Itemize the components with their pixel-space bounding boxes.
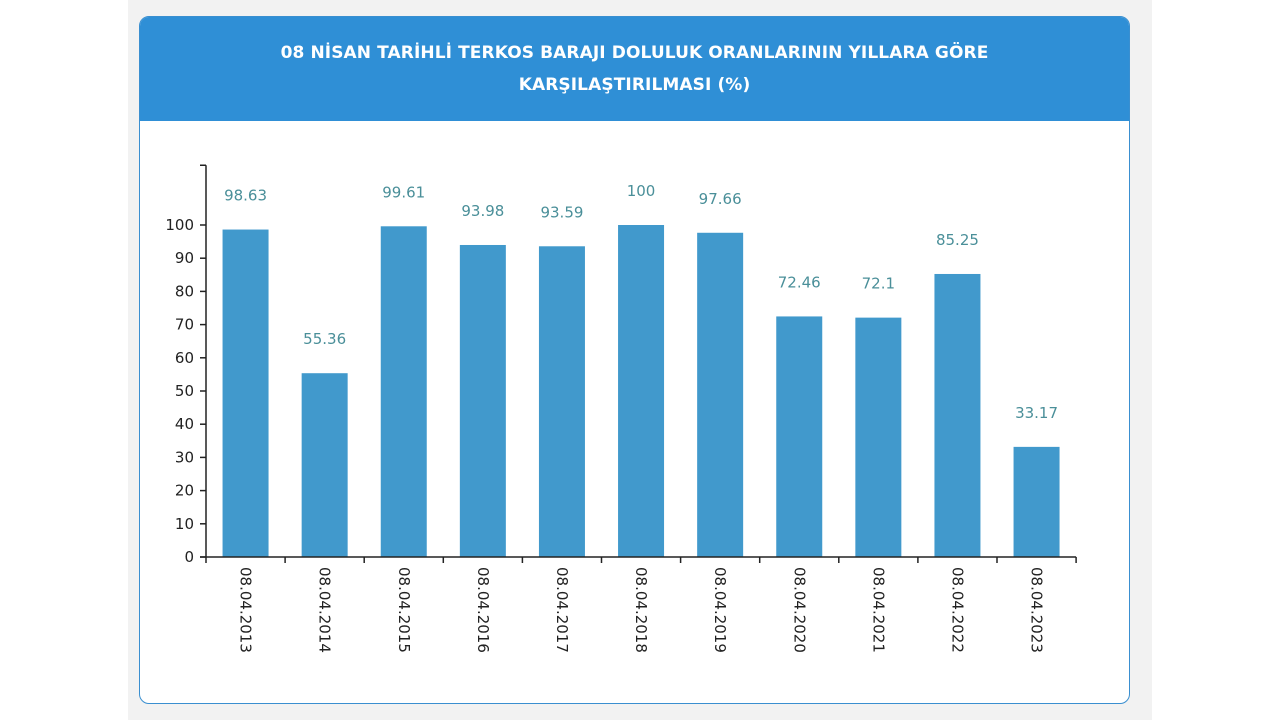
data-label: 98.63 bbox=[224, 187, 267, 205]
bar bbox=[697, 232, 744, 557]
y-tick-label: 90 bbox=[175, 249, 194, 267]
bar bbox=[380, 226, 427, 557]
data-label: 55.36 bbox=[303, 330, 346, 348]
bar bbox=[1013, 446, 1060, 557]
data-label: 33.17 bbox=[1015, 404, 1058, 422]
data-label: 93.59 bbox=[540, 203, 583, 221]
y-tick-label: 80 bbox=[175, 282, 194, 300]
x-tick-label: 08.04.2022 bbox=[948, 567, 966, 653]
y-tick-label: 20 bbox=[175, 482, 194, 500]
bar bbox=[222, 229, 269, 557]
x-tick-label: 08.04.2020 bbox=[790, 567, 808, 653]
x-tick-label: 08.04.2015 bbox=[395, 567, 413, 653]
y-tick-label: 50 bbox=[175, 382, 194, 400]
x-tick-label: 08.04.2017 bbox=[553, 567, 571, 653]
y-axis: 0 10 20 30 40 50 60 70 80 90 100 bbox=[165, 164, 207, 566]
bar bbox=[538, 246, 585, 558]
x-tick-label: 08.04.2016 bbox=[474, 567, 492, 653]
data-label: 93.98 bbox=[461, 202, 504, 220]
bar bbox=[855, 317, 902, 557]
x-tick-label: 08.04.2019 bbox=[711, 567, 729, 653]
bar bbox=[776, 316, 823, 557]
data-label: 85.25 bbox=[936, 231, 979, 249]
bar bbox=[618, 225, 665, 557]
x-tick-label: 08.04.2013 bbox=[237, 567, 255, 653]
chart-title-line-2: KARŞILAŞTIRILMASI (%) bbox=[518, 75, 751, 95]
x-tick-label: 08.04.2014 bbox=[316, 567, 334, 653]
y-tick-label: 0 bbox=[184, 548, 194, 566]
x-tick-label: 08.04.2023 bbox=[1028, 567, 1046, 653]
data-label: 99.61 bbox=[382, 183, 425, 201]
x-axis: 08.04.2013 08.04.2014 08.04.2015 08.04.2016… bbox=[200, 556, 1077, 653]
y-tick-label: 40 bbox=[175, 415, 194, 433]
bar bbox=[301, 373, 348, 557]
data-label: 100 bbox=[627, 182, 656, 200]
chart-header: 08 NİSAN TARİHLİ TERKOS BARAJI DOLULUK O… bbox=[140, 17, 1129, 121]
y-tick-label: 70 bbox=[175, 316, 194, 334]
bars bbox=[222, 225, 1060, 558]
y-tick-label: 100 bbox=[165, 216, 194, 234]
y-tick-label: 30 bbox=[175, 448, 194, 466]
bar bbox=[459, 244, 506, 558]
y-tick-label: 60 bbox=[175, 349, 194, 367]
data-label: 97.66 bbox=[699, 190, 742, 208]
y-tick-label: 10 bbox=[175, 515, 194, 533]
x-tick-label: 08.04.2021 bbox=[869, 567, 887, 653]
data-label: 72.46 bbox=[778, 273, 821, 291]
data-labels: 98.63 55.36 99.61 93.98 93.59 100 97.66 72.46 72… bbox=[224, 182, 1058, 422]
bar bbox=[934, 273, 981, 557]
data-label: 72.1 bbox=[862, 275, 895, 293]
chart-title-line-1: 08 NİSAN TARİHLİ TERKOS BARAJI DOLULUK O… bbox=[280, 43, 989, 63]
x-tick-label: 08.04.2018 bbox=[632, 567, 650, 653]
